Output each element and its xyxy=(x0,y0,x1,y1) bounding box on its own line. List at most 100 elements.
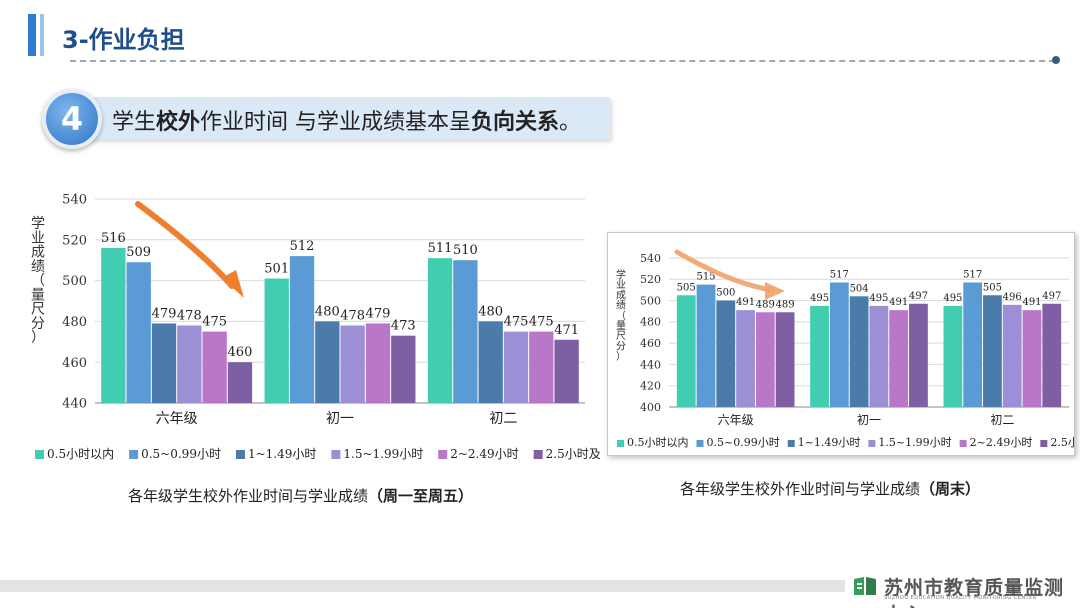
weekday-y-tick-label: 480 xyxy=(62,315,87,330)
weekend-data-label: 504 xyxy=(850,283,869,294)
weekday-data-label: 479 xyxy=(366,306,391,321)
footer-band xyxy=(0,580,845,592)
weekday-category-label: 初二 xyxy=(489,410,517,427)
weekend-legend-label: 0.5小时以内 xyxy=(627,435,689,449)
weekend-legend-label: 1.5~1.99小时 xyxy=(878,436,951,449)
headline-part-1: 学生 xyxy=(112,110,157,135)
weekend-bar xyxy=(963,282,983,407)
weekday-bar xyxy=(453,260,478,403)
number-badge: 4 xyxy=(42,89,102,149)
weekday-bar xyxy=(202,331,227,403)
weekend-legend-swatch xyxy=(696,440,704,447)
weekday-data-label: 509 xyxy=(126,245,151,260)
weekend-data-label: 495 xyxy=(810,293,829,304)
weekend-bar xyxy=(775,312,795,407)
weekday-bar xyxy=(101,247,126,403)
weekday-data-label: 510 xyxy=(453,243,478,258)
weekend-legend-swatch xyxy=(959,440,967,447)
weekday-data-label: 471 xyxy=(554,323,579,338)
weekend-category-label: 初一 xyxy=(857,413,881,427)
weekend-data-label: 489 xyxy=(776,299,795,310)
weekday-data-label: 516 xyxy=(101,231,126,246)
weekday-data-label: 512 xyxy=(290,239,315,254)
weekend-bar xyxy=(943,305,963,407)
weekday-legend-swatch xyxy=(533,450,543,459)
weekend-bar xyxy=(1042,303,1062,407)
weekday-bar xyxy=(126,262,151,403)
weekday-bar xyxy=(478,321,503,403)
weekend-caption: 各年级学生校外作业时间与学业成绩（周末） xyxy=(680,478,980,499)
weekend-bar xyxy=(909,303,928,407)
weekend-bar xyxy=(983,295,1002,407)
weekend-legend-label: 2.5小时及以上 xyxy=(1050,436,1075,449)
weekend-data-label: 505 xyxy=(677,282,696,293)
weekday-legend-label: 0.5~0.99小时 xyxy=(141,447,221,461)
headline-background xyxy=(70,97,610,139)
weekday-bar xyxy=(503,331,529,403)
weekday-bar xyxy=(391,335,416,403)
weekend-data-label: 495 xyxy=(869,293,888,304)
weekday-data-label: 475 xyxy=(202,315,227,330)
weekend-caption-emphasis: （周末） xyxy=(920,480,981,498)
weekday-bar xyxy=(289,256,315,403)
weekend-bar xyxy=(810,305,829,407)
title-accent-bar xyxy=(28,14,36,56)
weekday-legend-label: 1.5~1.99小时 xyxy=(343,447,423,461)
weekend-y-axis-label: 学业成绩（量尺分） xyxy=(616,268,626,363)
weekend-bar xyxy=(755,312,775,407)
weekday-bar xyxy=(340,325,365,403)
weekend-bar xyxy=(696,284,716,407)
weekday-category-label: 初一 xyxy=(326,410,354,427)
headline: 学生校外作业时间 与学业成绩基本呈负向关系。 xyxy=(112,104,581,136)
weekend-data-label: 517 xyxy=(963,269,982,280)
title-accent-bar-light xyxy=(40,14,44,56)
weekday-bar xyxy=(554,339,579,403)
weekday-y-tick-label: 500 xyxy=(62,274,87,289)
weekend-legend-swatch xyxy=(1040,440,1048,447)
weekend-bar xyxy=(889,310,909,407)
weekend-y-tick-label: 440 xyxy=(640,358,661,371)
headline-part-4: 负向关系 xyxy=(471,110,560,135)
weekday-data-label: 473 xyxy=(391,319,416,334)
weekday-bar xyxy=(529,331,554,403)
weekend-data-label: 489 xyxy=(756,299,775,310)
weekend-bar xyxy=(869,305,889,407)
weekend-legend-label: 2~2.49小时 xyxy=(970,436,1033,449)
weekday-data-label: 480 xyxy=(478,304,503,319)
weekend-bar xyxy=(716,300,736,407)
weekday-legend-label: 2~2.49小时 xyxy=(450,447,518,461)
weekday-y-tick-label: 460 xyxy=(62,356,87,371)
weekend-data-label: 491 xyxy=(736,297,755,308)
weekend-data-label: 500 xyxy=(716,288,735,299)
weekday-legend-label: 2.5小时及以上 xyxy=(546,447,600,461)
headline-part-5: 。 xyxy=(559,110,582,135)
weekday-bar xyxy=(315,321,340,403)
weekday-legend-swatch xyxy=(331,450,341,459)
weekend-data-label: 515 xyxy=(696,272,715,283)
weekend-trend-arrow xyxy=(674,249,775,293)
weekend-legend-label: 0.5~0.99小时 xyxy=(707,436,780,449)
weekday-trend-arrow xyxy=(135,201,235,289)
weekend-bar xyxy=(736,310,755,407)
weekday-data-label: 478 xyxy=(340,308,365,323)
weekend-bar xyxy=(849,296,869,407)
weekend-data-label: 491 xyxy=(889,297,908,308)
weekend-y-tick-label: 540 xyxy=(640,252,661,265)
weekend-data-label: 491 xyxy=(1022,297,1041,308)
weekday-caption-text: 各年级学生校外作业时间与学业成绩 xyxy=(128,487,369,505)
weekday-y-axis-label: 学业成绩（量尺分） xyxy=(31,216,45,346)
weekday-data-label: 501 xyxy=(264,262,289,277)
weekend-y-tick-label: 520 xyxy=(640,273,661,286)
weekend-y-tick-label: 500 xyxy=(640,294,661,307)
headline-part-2: 校外 xyxy=(156,110,201,135)
weekday-y-tick-label: 440 xyxy=(62,397,87,412)
weekday-bar xyxy=(151,323,177,403)
weekday-data-label: 511 xyxy=(428,241,453,256)
weekend-y-tick-label: 400 xyxy=(640,401,661,414)
weekday-caption-emphasis: （周一至周五） xyxy=(368,487,474,505)
weekday-y-tick-label: 540 xyxy=(62,193,87,208)
weekday-data-label: 478 xyxy=(177,308,202,323)
weekday-legend-swatch xyxy=(438,450,448,459)
weekend-bar xyxy=(1022,310,1042,407)
weekend-data-label: 517 xyxy=(830,269,849,280)
